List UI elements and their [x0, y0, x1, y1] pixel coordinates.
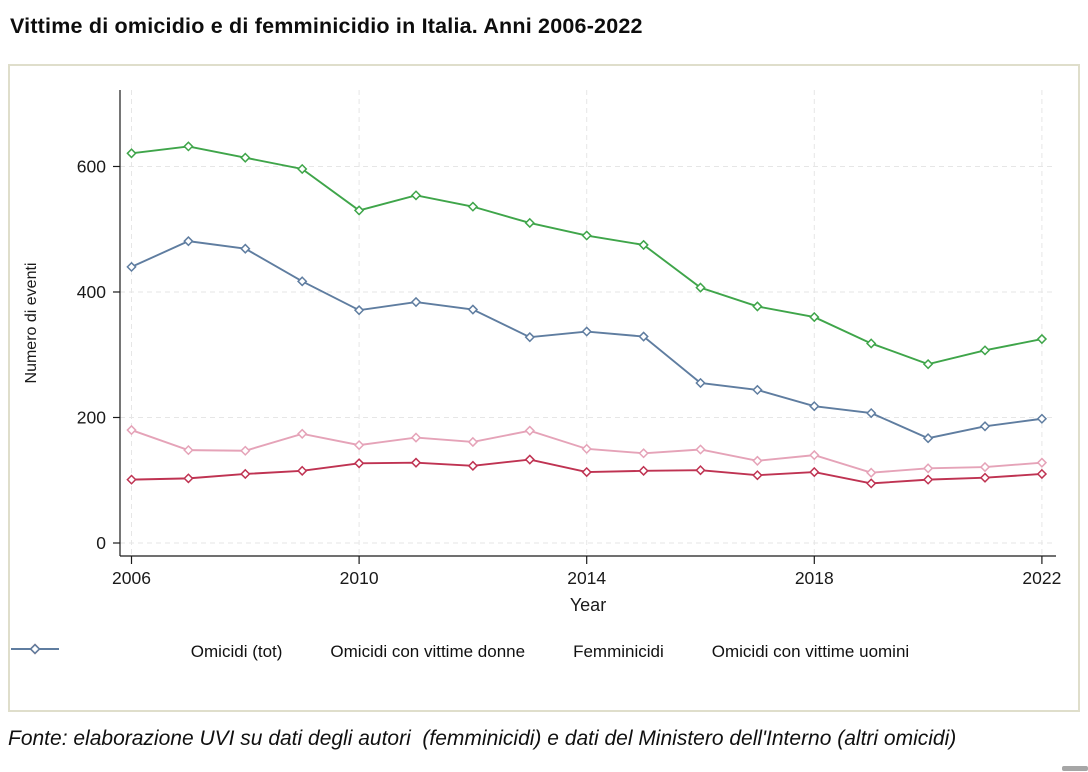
chart-card: 0 200 400 600 2006 2010 2014 2018 2022 Year Numero…: [8, 64, 1080, 712]
x-tick-label: 2022: [1022, 568, 1061, 588]
legend-item-vittime-donne: Omicidi con vittime donne: [11, 642, 526, 662]
data-point-marker: [695, 282, 706, 293]
data-point-marker: [183, 235, 194, 247]
legend-label: Omicidi (tot): [190, 642, 283, 661]
legend-label: Omicidi con vittime donne: [330, 642, 526, 661]
data-point-marker: [1036, 457, 1048, 468]
data-point-marker: [581, 443, 592, 455]
data-point-marker: [809, 466, 820, 478]
data-point-marker: [809, 401, 820, 412]
data-point-marker: [410, 190, 422, 201]
data-point-marker: [866, 407, 877, 419]
data-point-marker: [240, 152, 251, 163]
data-point-marker: [922, 474, 934, 485]
legend-item-femminicidi: Femminicidi: [11, 642, 664, 662]
data-point-marker: [922, 463, 934, 474]
x-tick-label: 2018: [795, 568, 834, 588]
data-point-marker: [979, 472, 991, 483]
page-title: Vittime di omicidio e di femminicidio in…: [10, 14, 643, 38]
legend-label: Omicidi con vittime uomini: [711, 642, 910, 661]
y-axis-title: Numero di eventi: [23, 263, 40, 384]
data-point-marker: [353, 439, 365, 451]
data-point-marker: [809, 449, 820, 461]
data-point-marker: [297, 428, 308, 439]
data-point-marker: [979, 421, 991, 432]
data-point-marker: [240, 468, 251, 480]
legend-swatch-line: [11, 643, 59, 655]
data-point-marker: [695, 465, 706, 476]
data-point-marker: [467, 304, 479, 315]
data-point-marker: [297, 465, 308, 476]
data-point-marker: [183, 141, 194, 152]
legend-item-omicidi-tot: Omicidi (tot): [11, 642, 283, 662]
data-point-marker: [410, 432, 422, 443]
data-point-marker: [979, 461, 991, 473]
data-point-marker: [126, 148, 137, 159]
data-point-marker: [695, 444, 706, 455]
horizontal-scrollbar-thumb[interactable]: [1062, 766, 1088, 771]
data-point-marker: [240, 445, 251, 456]
data-point-marker: [126, 424, 137, 436]
data-point-marker: [353, 205, 365, 216]
data-point-marker: [524, 454, 535, 465]
legend-item-vittime-uomini: Omicidi con vittime uomini: [11, 642, 910, 662]
data-point-marker: [1036, 468, 1048, 480]
data-point-marker: [979, 345, 991, 356]
data-point-marker: [297, 276, 308, 287]
x-tick-label: 2014: [567, 568, 606, 588]
x-axis-title: Year: [570, 595, 606, 615]
data-point-marker: [695, 377, 706, 389]
data-point-marker: [126, 474, 137, 485]
line-chart: 0 200 400 600 2006 2010 2014 2018 2022 Year Numero…: [23, 90, 1061, 615]
data-point-marker: [524, 425, 535, 436]
data-point-marker: [638, 239, 649, 251]
data-point-marker: [752, 384, 763, 396]
x-tick-label: 2006: [112, 568, 151, 588]
data-point-marker: [866, 467, 877, 478]
source-note: Fonte: elaborazione UVI su dati degli au…: [8, 727, 957, 750]
data-point-marker: [809, 311, 820, 323]
data-point-marker: [524, 332, 535, 343]
data-point-marker: [183, 473, 194, 484]
x-tick-label: 2010: [340, 568, 379, 588]
data-point-marker: [922, 433, 934, 444]
data-point-marker: [1036, 333, 1048, 345]
data-point-marker: [922, 358, 934, 370]
y-tick-label: 0: [96, 533, 106, 553]
y-tick-label: 600: [77, 156, 106, 176]
legend-label: Femminicidi: [573, 642, 664, 661]
data-point-marker: [467, 436, 479, 448]
data-point-marker: [467, 201, 479, 212]
y-tick-label: 400: [77, 282, 106, 302]
data-point-marker: [29, 643, 41, 655]
data-point-marker: [581, 326, 592, 337]
data-point-marker: [410, 457, 422, 468]
data-point-marker: [183, 444, 194, 456]
data-point-marker: [866, 478, 877, 489]
data-point-marker: [297, 163, 308, 175]
data-point-marker: [467, 460, 479, 471]
data-point-marker: [638, 331, 649, 342]
data-point-marker: [638, 448, 649, 459]
data-point-marker: [581, 466, 592, 478]
data-point-marker: [752, 455, 763, 466]
chart-legend: Omicidi (tot) Omicidi con vittime donne …: [10, 642, 1078, 662]
data-point-marker: [752, 470, 763, 481]
data-point-marker: [1036, 413, 1048, 424]
data-point-marker: [410, 296, 422, 308]
data-point-marker: [126, 261, 137, 273]
data-point-marker: [524, 217, 535, 229]
data-point-marker: [866, 338, 877, 349]
data-point-marker: [240, 243, 251, 254]
data-point-marker: [353, 305, 365, 316]
data-point-marker: [752, 301, 763, 312]
data-point-marker: [353, 458, 365, 469]
data-point-marker: [638, 465, 649, 476]
y-tick-label: 200: [77, 407, 106, 427]
data-point-marker: [581, 230, 592, 241]
